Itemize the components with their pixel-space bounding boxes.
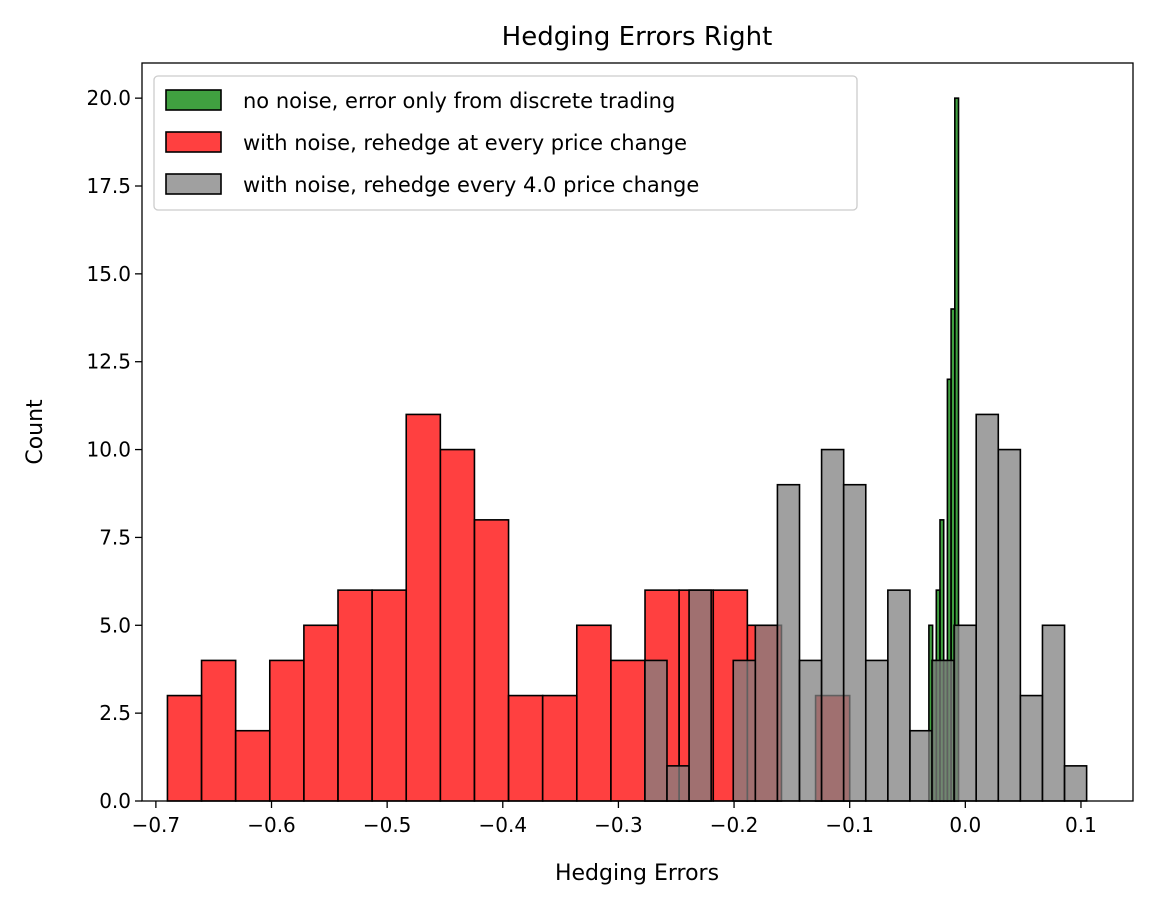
x-tick-label: −0.6 bbox=[247, 813, 296, 837]
chart-title: Hedging Errors Right bbox=[502, 22, 773, 52]
y-tick-label: 5.0 bbox=[99, 613, 131, 637]
bar-series-1-bin-12 bbox=[575, 624, 612, 802]
legend-label-0: no noise, error only from discrete tradi… bbox=[243, 89, 675, 113]
y-tick-label: 0.0 bbox=[99, 789, 131, 813]
x-tick-label: −0.7 bbox=[132, 813, 181, 837]
legend-swatch-1 bbox=[165, 131, 222, 153]
bar-series-2-bin-8 bbox=[820, 448, 845, 802]
bar-series-1-bin-1 bbox=[200, 659, 237, 802]
bar-series-2-bin-11 bbox=[887, 589, 911, 802]
bar-series-2-bin-6 bbox=[776, 483, 801, 802]
bar-series-2-bin-13 bbox=[931, 659, 955, 802]
bar-series-2-bin-16 bbox=[997, 448, 1022, 802]
legend: no noise, error only from discrete tradi… bbox=[153, 75, 858, 211]
bar-series-2-bin-1 bbox=[666, 765, 690, 802]
x-tick-label: −0.3 bbox=[594, 813, 643, 837]
y-axis-label: Count bbox=[23, 399, 48, 465]
bar-series-2-bin-10 bbox=[864, 659, 889, 802]
y-axis-ticks: 0.0 2.5 5.0 7.5 10.0 12.5 15.0 17.5 20.0 bbox=[86, 86, 142, 813]
y-tick-label: 17.5 bbox=[86, 174, 131, 198]
bar-series-2-bin-9 bbox=[842, 483, 867, 802]
axes-frame bbox=[141, 62, 1134, 802]
y-tick-label: 2.5 bbox=[99, 701, 131, 725]
bar-series-2-bin-2 bbox=[688, 589, 712, 802]
bar-series-2-bin-15 bbox=[975, 413, 1000, 802]
legend-swatch-0 bbox=[165, 89, 222, 111]
bar-series-2-bin-12 bbox=[909, 729, 933, 802]
bar-series-2-bin-17 bbox=[1019, 694, 1044, 802]
bar-series-1-bin-7 bbox=[405, 413, 442, 802]
y-tick-label: 20.0 bbox=[86, 86, 131, 110]
bar-series-1-bin-10 bbox=[507, 694, 544, 802]
legend-frame bbox=[153, 75, 858, 211]
bar-series-2-bin-18 bbox=[1041, 624, 1066, 802]
bar-series-1-bin-6 bbox=[371, 589, 408, 802]
x-tick-label: 0.1 bbox=[1065, 813, 1097, 837]
x-tick-label: −0.2 bbox=[710, 813, 759, 837]
bar-series-2-bin-5 bbox=[754, 624, 779, 802]
y-tick-label: 7.5 bbox=[99, 525, 131, 549]
legend-label-1: with noise, rehedge at every price chang… bbox=[243, 131, 687, 155]
bar-series-2-bin-4 bbox=[732, 659, 757, 802]
bar-series-1-bin-13 bbox=[610, 659, 646, 802]
bar-series-1-bin-3 bbox=[268, 659, 305, 802]
bar-series-2-bin-19 bbox=[1063, 765, 1088, 802]
bar-series-2-bin-0 bbox=[644, 659, 668, 802]
legend-label-2: with noise, rehedge every 4.0 price chan… bbox=[243, 173, 699, 197]
bars-group bbox=[166, 97, 1088, 802]
bar-series-1-bin-4 bbox=[303, 624, 339, 802]
x-tick-label: −0.1 bbox=[825, 813, 874, 837]
y-tick-label: 12.5 bbox=[86, 350, 131, 374]
x-tick-label: −0.4 bbox=[478, 813, 527, 837]
bar-series-1-bin-5 bbox=[337, 589, 373, 802]
bar-series-1-bin-11 bbox=[541, 694, 578, 802]
bar-series-1-bin-0 bbox=[166, 694, 203, 802]
x-axis-ticks: −0.7 −0.6 −0.5 −0.4 −0.3 −0.2 −0.1 0.0 0.1 bbox=[132, 801, 1097, 837]
bar-series-1-bin-9 bbox=[473, 519, 510, 802]
bar-series-2-bin-7 bbox=[798, 659, 823, 802]
x-tick-label: −0.5 bbox=[363, 813, 412, 837]
bar-series-2-bin-14 bbox=[953, 624, 977, 802]
bar-series-1-bin-2 bbox=[234, 729, 271, 802]
y-tick-label: 10.0 bbox=[86, 438, 131, 462]
legend-swatch-2 bbox=[165, 173, 222, 195]
x-axis-label: Hedging Errors bbox=[555, 861, 719, 886]
x-tick-label: 0.0 bbox=[949, 813, 981, 837]
bar-series-1-bin-8 bbox=[439, 448, 476, 802]
y-tick-label: 15.0 bbox=[86, 262, 131, 286]
